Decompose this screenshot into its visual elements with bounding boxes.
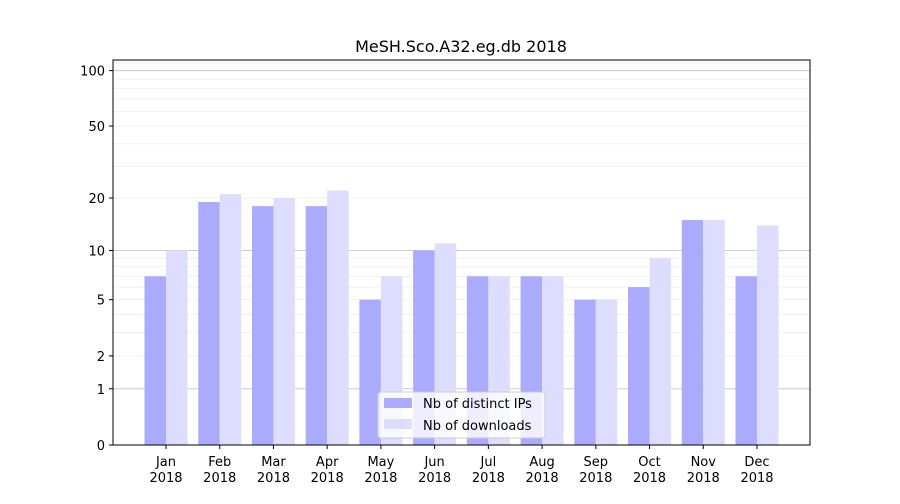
- x-tick-label: Aug 2018: [526, 455, 559, 486]
- y-tick-label: 2: [97, 350, 105, 365]
- legend-swatch-ips: [384, 398, 412, 408]
- x-tick-label: Feb 2018: [203, 455, 236, 486]
- bar-downloads: [542, 276, 564, 445]
- x-tick-label: Mar 2018: [257, 455, 290, 486]
- bar-downloads: [273, 198, 295, 445]
- bar-distinct-ips: [251, 206, 274, 445]
- legend: Nb of distinct IPs Nb of downloads: [377, 391, 546, 439]
- legend-label-downloads: Nb of downloads: [423, 419, 532, 434]
- bar-downloads: [327, 190, 349, 445]
- x-tick-label: Jun 2018: [418, 455, 451, 486]
- bar-distinct-ips: [681, 220, 704, 445]
- y-tick-label: 20: [88, 192, 105, 207]
- x-tick-label: Jul 2018: [472, 455, 505, 486]
- bar-distinct-ips: [574, 299, 596, 445]
- bar-distinct-ips: [198, 201, 220, 445]
- bar-downloads: [757, 225, 779, 445]
- x-axis: Jan 2018 Feb 2018 Mar 2018 Apr 2018 May 2018 Jun 20…: [149, 445, 774, 486]
- x-tick-label: Jan 2018: [149, 455, 182, 486]
- y-tick-label: 50: [88, 120, 105, 135]
- y-axis: 0 1 2 5 10 20 50 100: [80, 65, 113, 454]
- chart-title: MeSH.Sco.A32.eg.db 2018: [355, 37, 567, 56]
- bar-downloads: [595, 299, 618, 445]
- bar-downloads: [166, 250, 188, 445]
- legend-label-ips: Nb of distinct IPs: [423, 397, 532, 412]
- x-tick-label: May 2018: [364, 455, 397, 486]
- x-tick-label: Oct 2018: [633, 455, 666, 486]
- y-tick-label: 10: [88, 244, 105, 259]
- bar-downloads: [649, 258, 672, 445]
- bar-distinct-ips: [735, 276, 757, 445]
- x-tick-label: Nov 2018: [687, 455, 720, 486]
- bar-downloads: [703, 220, 725, 445]
- x-tick-label: Apr 2018: [311, 455, 344, 486]
- x-tick-label: Dec 2018: [740, 455, 773, 486]
- y-tick-label: 0: [97, 439, 105, 454]
- legend-swatch-downloads: [384, 419, 412, 429]
- x-tick-label: Sep 2018: [579, 455, 612, 486]
- plot-frame: [112, 59, 811, 446]
- bar-distinct-ips: [144, 276, 166, 445]
- bar-distinct-ips: [359, 299, 381, 445]
- bar-distinct-ips: [628, 287, 650, 445]
- y-tick-label: 1: [97, 383, 105, 398]
- bar-downloads: [219, 194, 242, 445]
- bar-distinct-ips: [305, 206, 328, 445]
- y-tick-label: 5: [97, 294, 105, 309]
- y-tick-label: 100: [80, 65, 105, 80]
